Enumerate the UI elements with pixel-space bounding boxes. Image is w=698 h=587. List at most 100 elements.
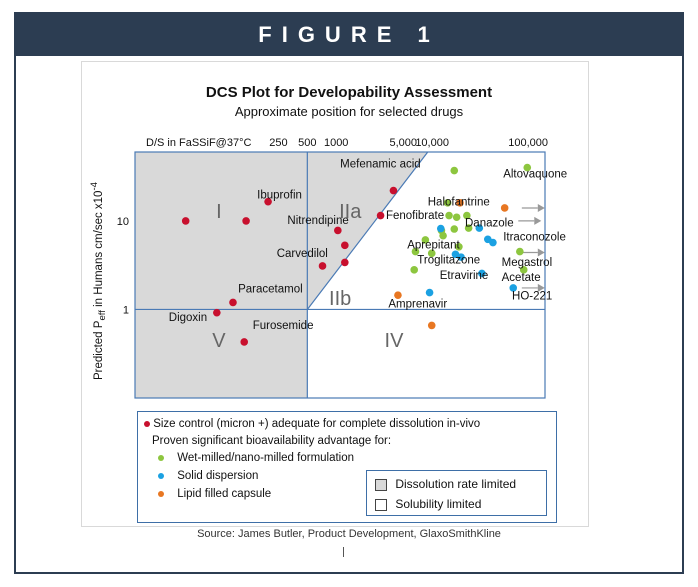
data-point <box>478 269 486 278</box>
drug-label: Digoxin <box>169 312 207 324</box>
drug-label: Aprepitant <box>407 239 460 251</box>
data-point <box>240 338 249 346</box>
top-tick-label: 10,000 <box>415 137 449 149</box>
drug-label: Fenofibrate <box>386 210 444 222</box>
data-point <box>334 226 342 235</box>
drug-label: Amprenavir <box>388 299 447 311</box>
white-swatch-icon <box>375 498 387 511</box>
zone-key-shaded: Dissolution rate limited <box>375 477 516 491</box>
data-point <box>452 213 461 222</box>
data-point <box>229 298 237 307</box>
data-point <box>509 284 518 292</box>
data-point <box>181 217 190 225</box>
top-tick-label: 500 <box>298 137 316 149</box>
divider-mark <box>343 547 344 557</box>
legend-orange-label: Lipid filled capsule <box>177 488 272 500</box>
top-tick-label: 1000 <box>324 137 348 149</box>
drug-label: Troglitazone <box>417 255 480 267</box>
top-axis-label: D/S in FaSSiF@37°C <box>146 137 252 149</box>
data-point <box>500 204 509 212</box>
data-point <box>463 211 471 220</box>
data-point <box>443 199 452 207</box>
source-note: Source: James Butler, Product Developmen… <box>197 528 501 540</box>
chart-title: DCS Plot for Developability Assessment <box>205 84 493 101</box>
arrow-head-icon <box>534 216 542 225</box>
legend-red-label: Size control (micron +) adequate for com… <box>153 418 481 430</box>
zone-key-white: Solubility limited <box>375 497 481 511</box>
drug-label: Furosemide <box>253 320 314 332</box>
data-point <box>394 291 402 299</box>
data-point <box>376 211 385 220</box>
arrow-head-icon <box>537 203 545 212</box>
drug-label: Mefenamic acid <box>340 159 421 171</box>
zone-label: V <box>212 330 226 352</box>
plot-border <box>134 151 546 399</box>
drug-label: HO-221 <box>512 290 552 302</box>
data-point <box>464 224 473 232</box>
zone-label: IIa <box>339 201 362 223</box>
legend-row-red: Size control (micron +) adequate for com… <box>144 418 480 430</box>
data-point <box>519 266 528 274</box>
legend: Size control (micron +) adequate for com… <box>137 411 557 523</box>
IIa-IIb-boundary <box>306 151 429 310</box>
arrow-head-icon <box>537 248 545 257</box>
data-point <box>475 224 484 232</box>
zone-label: I <box>216 201 222 223</box>
data-point <box>421 236 430 244</box>
y-tick-label: 10 <box>117 216 129 228</box>
data-point <box>389 186 398 195</box>
data-point <box>455 242 463 251</box>
zone-key-shaded-label: Dissolution rate limited <box>395 477 517 491</box>
data-point <box>427 249 436 258</box>
data-point <box>341 258 349 267</box>
blue-dot-icon <box>158 472 164 479</box>
orange-dot-icon <box>158 490 164 497</box>
legend-row-orange: Lipid filled capsule <box>158 488 271 500</box>
data-point <box>318 262 327 270</box>
zone-label: IV <box>385 330 405 352</box>
legend-row-blue: Solid dispersion <box>158 470 258 482</box>
drug-label: Paracetamol <box>238 284 303 296</box>
data-point <box>489 238 497 247</box>
data-point <box>213 308 221 317</box>
data-point <box>411 247 420 256</box>
drug-label: Itraconozole <box>503 232 566 244</box>
legend-intro: Proven significant bioavailability advan… <box>152 435 392 447</box>
top-tick-label: 250 <box>269 137 287 149</box>
shade-class-I-V <box>135 152 308 398</box>
data-point <box>425 288 434 297</box>
drug-label: Megastrol <box>502 257 552 269</box>
top-tick-label: 5,000 <box>390 137 418 149</box>
legend-row-green: Wet-milled/nano-milled formulation <box>158 452 354 464</box>
data-point <box>516 247 524 256</box>
zone-key-white-label: Solubility limited <box>395 497 482 511</box>
data-point <box>242 217 250 225</box>
top-tick-label: 100,000 <box>508 137 548 149</box>
data-point <box>523 163 532 172</box>
red-dot-icon <box>144 420 150 427</box>
zone-key: Dissolution rate limited Solubility limi… <box>366 470 547 516</box>
legend-green-label: Wet-milled/nano-milled formulation <box>177 452 355 464</box>
shaded-swatch-icon <box>375 478 387 491</box>
data-point <box>439 231 447 240</box>
data-point <box>457 253 465 261</box>
drug-label: Halofantrine <box>428 196 490 208</box>
zone-label: IIb <box>329 288 351 310</box>
data-point <box>450 166 459 175</box>
legend-blue-label: Solid dispersion <box>177 470 259 482</box>
arrow-head-icon <box>537 283 545 292</box>
figure-banner: FIGURE 1 <box>16 14 682 56</box>
green-dot-icon <box>158 454 164 461</box>
drug-label: Etravirine <box>440 270 489 282</box>
drug-label: Danazole <box>465 217 514 229</box>
drug-label: Acetate <box>502 272 541 284</box>
chart-subtitle: Approximate position for selected drugs <box>234 104 464 119</box>
drug-label: Nitrendipine <box>287 215 348 227</box>
data-point <box>264 197 272 206</box>
data-point <box>450 225 459 233</box>
data-point <box>410 266 419 274</box>
data-point <box>456 199 464 207</box>
y-tick-label: 1 <box>123 304 129 316</box>
data-point <box>341 241 349 250</box>
